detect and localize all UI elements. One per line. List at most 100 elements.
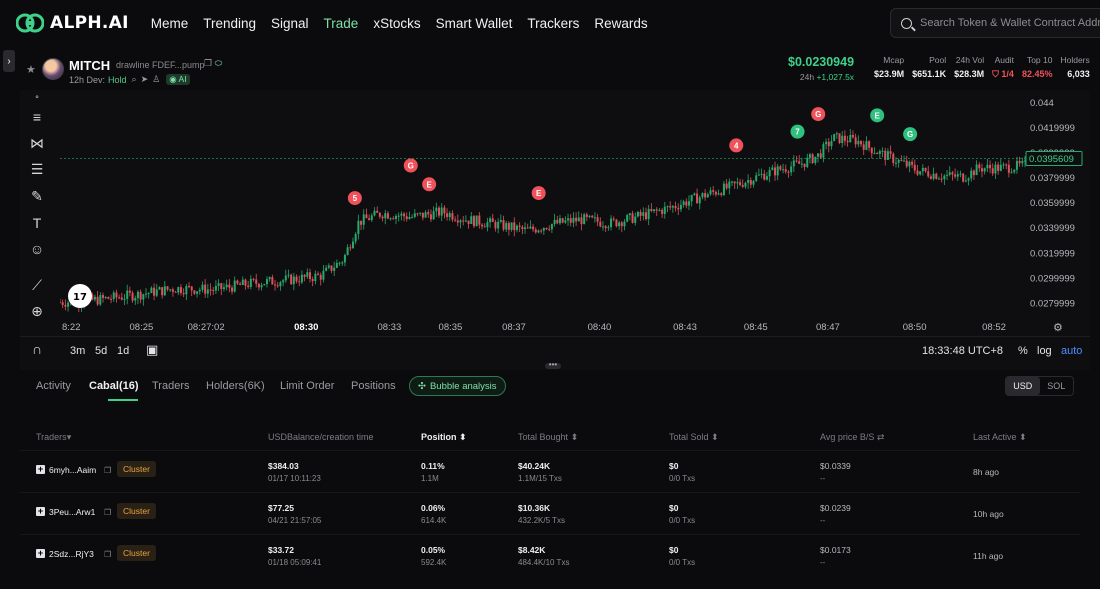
candle-body: [534, 229, 537, 233]
logo[interactable]: ALPH.AI: [16, 12, 129, 34]
magnet-icon[interactable]: ∩: [31, 341, 43, 357]
currency-usd[interactable]: USD: [1006, 377, 1040, 395]
y-tick-label: 0.0319999: [1030, 248, 1075, 259]
pill-icon: ⬭: [214, 58, 223, 68]
logo-icon: [16, 13, 44, 33]
timeframe-5d[interactable]: 5d: [95, 345, 108, 357]
copy-icon[interactable]: ❐: [104, 466, 112, 475]
candle-body: [274, 284, 277, 286]
candle-body: [596, 217, 599, 222]
tab-holders[interactable]: Holders(6K): [206, 380, 265, 392]
copy-icon[interactable]: ❐: [104, 508, 112, 517]
candle-body: [497, 221, 500, 229]
price-chart[interactable]: 0.0440.04199990.03999990.03799990.035999…: [60, 90, 1090, 336]
expand-icon[interactable]: +: [36, 506, 45, 516]
nav-item-trade[interactable]: Trade: [323, 15, 359, 31]
candle-body: [940, 178, 943, 180]
copy-icon[interactable]: ❐: [104, 550, 112, 559]
candle-body: [749, 179, 752, 185]
tab-cabal[interactable]: Cabal(16): [89, 380, 139, 392]
sidebar-expand-button[interactable]: ›: [3, 50, 15, 72]
search-input[interactable]: [920, 17, 1100, 29]
lines-icon[interactable]: ≡: [32, 109, 42, 125]
header-total-sold[interactable]: Total Sold ⬍: [669, 432, 719, 443]
timeframe-3m[interactable]: 3m: [70, 345, 86, 357]
table-row[interactable]: + 3Peu...Arw1 ❐ Cluster $77.25 04/21 21:5…: [20, 492, 1080, 534]
candle-body: [287, 274, 290, 276]
candle-body: [671, 206, 674, 208]
cluster-badge[interactable]: Cluster: [117, 461, 156, 477]
header-avg-price[interactable]: Avg price B/S ⇄: [820, 432, 884, 443]
tab-traders[interactable]: Traders: [152, 380, 190, 392]
nav-item-trackers[interactable]: Trackers: [527, 15, 580, 31]
nav-item-smart-wallet[interactable]: Smart Wallet: [435, 15, 513, 31]
timeframe-1d[interactable]: 1d: [117, 345, 130, 357]
text-icon[interactable]: T: [32, 215, 42, 231]
candle-body: [179, 287, 182, 294]
candle-body: [392, 218, 395, 220]
candle-body: [722, 183, 725, 196]
y-tick-label: 0.0359999: [1030, 198, 1075, 209]
header-position[interactable]: Position ⬍: [421, 432, 467, 443]
telegram-icon[interactable]: ➤: [140, 74, 149, 84]
fib-icon[interactable]: ☰: [30, 161, 44, 177]
user-icon[interactable]: ♙: [152, 74, 161, 84]
trader-address[interactable]: 3Peu...Arw1: [49, 507, 96, 517]
zoom-icon[interactable]: ⊕: [31, 303, 43, 319]
table-row[interactable]: + 6myh...Aaim ❐ Cluster $384.03 01/17 10:…: [20, 450, 1080, 492]
candle-body: [790, 166, 793, 173]
cluster-badge[interactable]: Cluster: [117, 545, 156, 561]
candle-body: [991, 168, 994, 174]
auto-toggle[interactable]: auto: [1061, 345, 1083, 357]
candle-body: [155, 289, 158, 296]
star-icon[interactable]: ★: [26, 64, 36, 76]
cluster-badge[interactable]: Cluster: [117, 503, 156, 519]
trader-address[interactable]: 6myh...Aaim: [49, 465, 97, 475]
log-toggle[interactable]: log: [1037, 345, 1052, 357]
candle-body: [1018, 160, 1021, 164]
brush-icon[interactable]: ✎: [31, 188, 43, 204]
pattern-icon[interactable]: ⋈: [30, 135, 44, 151]
stat-audit[interactable]: Audit ⛉ 1/4: [992, 55, 1014, 82]
candle-body: [319, 274, 322, 280]
expand-icon[interactable]: +: [36, 548, 45, 558]
nav-item-xstocks[interactable]: xStocks: [373, 15, 421, 31]
candle-body: [886, 151, 889, 160]
currency-sol[interactable]: SOL: [1047, 381, 1066, 391]
candle-body: [376, 210, 379, 213]
percent-toggle[interactable]: %: [1018, 345, 1028, 357]
expand-icon[interactable]: +: [36, 464, 45, 474]
crosshair-icon[interactable]: °: [35, 94, 39, 104]
header-traders[interactable]: Traders▾: [36, 432, 71, 443]
trade-marker-label: E: [536, 189, 542, 198]
resize-handle[interactable]: •••: [545, 361, 561, 369]
candle-body: [706, 194, 709, 198]
candle-body: [956, 174, 959, 177]
header-last-active[interactable]: Last Active ⬍: [973, 432, 1027, 443]
candle-body: [682, 201, 685, 205]
candle-body: [661, 209, 664, 214]
tab-activity[interactable]: Activity: [36, 380, 71, 392]
nav-item-rewards[interactable]: Rewards: [594, 15, 648, 31]
search-small-icon[interactable]: ⌕: [131, 74, 137, 84]
nav-item-signal[interactable]: Signal: [271, 15, 309, 31]
ruler-icon[interactable]: ⟋: [32, 277, 42, 293]
trader-address[interactable]: 2Sdz...RjY3: [49, 549, 94, 559]
x-tick-label: 08:45: [744, 322, 768, 333]
candle-body: [962, 173, 965, 182]
nav-item-trending[interactable]: Trending: [203, 15, 257, 31]
nav-item-meme[interactable]: Meme: [150, 15, 189, 31]
table-row[interactable]: + 2Sdz...RjY3 ❐ Cluster $33.72 01/18 05:0…: [20, 534, 1080, 576]
ai-badge[interactable]: ◉ AI: [166, 74, 190, 85]
tab-positions[interactable]: Positions: [351, 380, 396, 392]
calendar-icon[interactable]: ▣: [146, 342, 159, 357]
candle-body: [472, 216, 475, 227]
bubble-analysis-button[interactable]: ✣ Bubble analysis: [409, 376, 506, 396]
candle-body: [779, 166, 782, 170]
candle-body: [171, 289, 174, 292]
header-total-bought[interactable]: Total Bought ⬍: [518, 432, 578, 443]
token-address[interactable]: FDEF...pump: [152, 60, 205, 70]
emoji-icon[interactable]: ☺: [29, 241, 45, 257]
tab-limit-order[interactable]: Limit Order: [280, 380, 335, 392]
copy-icon[interactable]: ❐: [204, 58, 213, 68]
